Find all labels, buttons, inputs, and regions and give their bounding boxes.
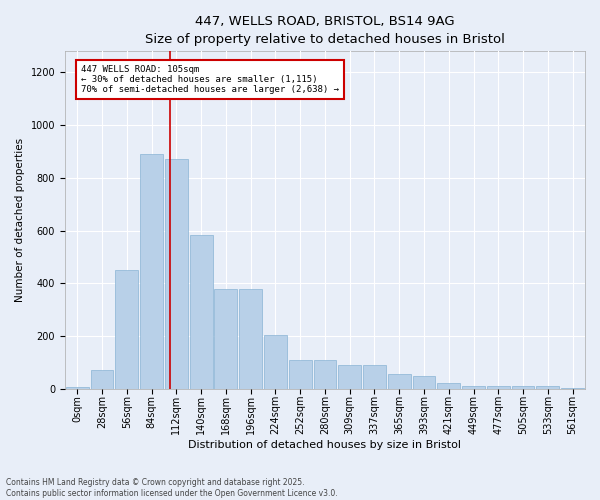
Bar: [338, 365, 361, 388]
Bar: [289, 360, 311, 388]
Bar: [214, 288, 237, 388]
Bar: [487, 386, 510, 388]
Bar: [512, 386, 535, 388]
Bar: [140, 154, 163, 388]
Bar: [91, 370, 113, 388]
Bar: [437, 383, 460, 388]
Bar: [462, 386, 485, 388]
Bar: [536, 386, 559, 388]
Y-axis label: Number of detached properties: Number of detached properties: [15, 138, 25, 302]
Bar: [165, 160, 188, 388]
Bar: [190, 234, 212, 388]
Bar: [264, 334, 287, 388]
Bar: [413, 376, 436, 388]
Bar: [388, 374, 410, 388]
Bar: [314, 360, 337, 388]
X-axis label: Distribution of detached houses by size in Bristol: Distribution of detached houses by size …: [188, 440, 461, 450]
Bar: [363, 365, 386, 388]
Bar: [239, 288, 262, 388]
Title: 447, WELLS ROAD, BRISTOL, BS14 9AG
Size of property relative to detached houses : 447, WELLS ROAD, BRISTOL, BS14 9AG Size …: [145, 15, 505, 46]
Text: 447 WELLS ROAD: 105sqm
← 30% of detached houses are smaller (1,115)
70% of semi-: 447 WELLS ROAD: 105sqm ← 30% of detached…: [81, 64, 339, 94]
Text: Contains HM Land Registry data © Crown copyright and database right 2025.
Contai: Contains HM Land Registry data © Crown c…: [6, 478, 338, 498]
Bar: [115, 270, 138, 388]
